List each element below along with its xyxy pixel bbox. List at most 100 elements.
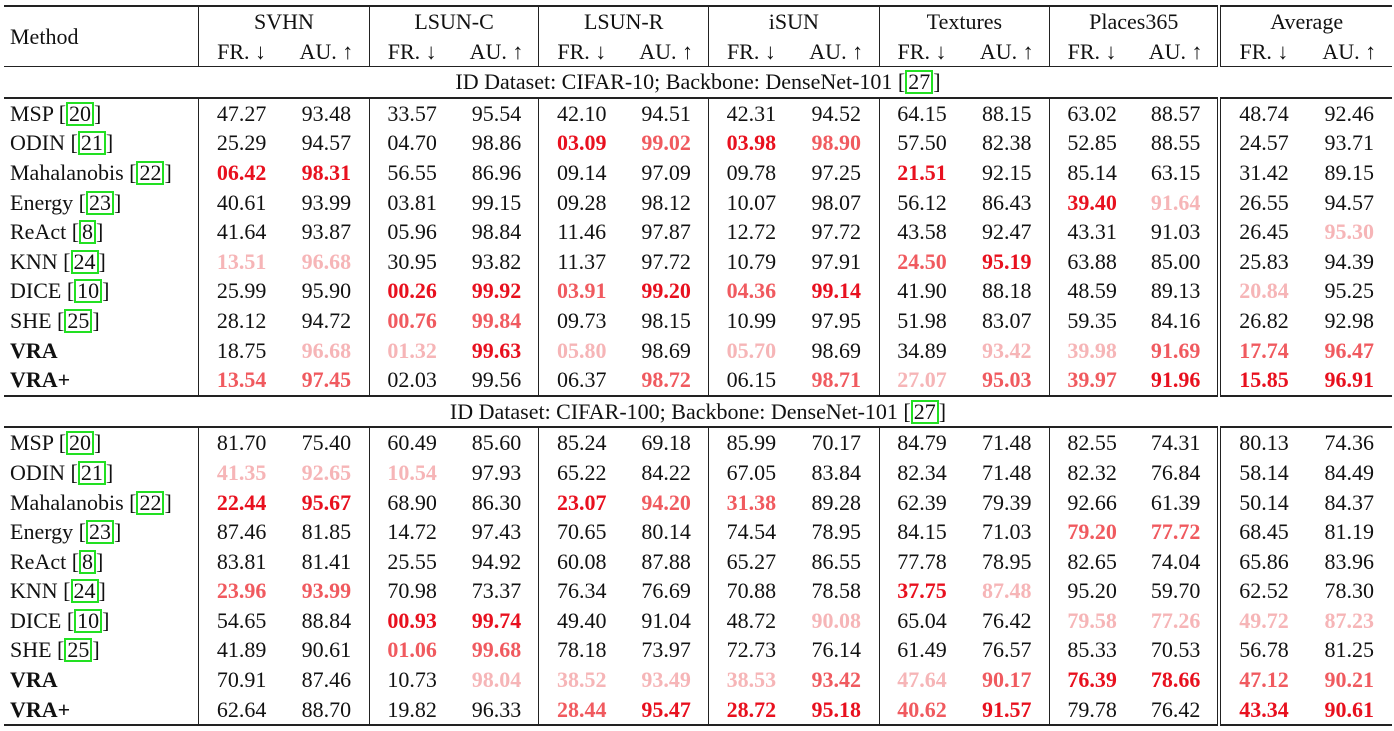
citation-link[interactable]: 22 [136, 160, 165, 185]
method-name: VRA+ [10, 696, 71, 722]
fpr-value: 79.78 [1049, 694, 1134, 727]
fpr-value: 80.13 [1239, 430, 1289, 456]
citation-bracket: ] [113, 189, 122, 215]
fpr-value: 81.70 [216, 430, 267, 456]
auroc-value: 93.48 [283, 97, 370, 129]
fpr-value: 06.15 [708, 365, 794, 397]
fpr-value: 70.91 [216, 667, 267, 693]
section-header-row: ID Dataset: CIFAR-100; Backbone: DenseNe… [4, 395, 1392, 429]
fpr-value: 09.73 [557, 307, 607, 333]
fpr-value: 38.53 [726, 667, 777, 693]
fpr-value: 82.34 [897, 459, 947, 485]
fpr-value: 68.90 [387, 489, 437, 515]
fpr-value: 65.22 [557, 459, 607, 485]
auroc-value: 98.07 [793, 187, 880, 218]
fpr-value: 04.36 [726, 278, 777, 304]
citation-link[interactable]: 20 [66, 431, 95, 456]
auroc-value: 59.70 [1133, 576, 1222, 606]
section-title-text: ID Dataset: CIFAR-100; Backbone: DenseNe… [449, 398, 911, 424]
fpr-value: 85.33 [1067, 637, 1117, 663]
fpr-value: 03.98 [726, 130, 777, 156]
method-cell: ReAct [8] [4, 546, 200, 577]
auroc-value: 87.48 [964, 576, 1051, 606]
auroc-value: 98.12 [624, 187, 710, 218]
fpr-value: 09.14 [557, 159, 607, 185]
auroc-value: 96.91 [1306, 365, 1392, 397]
fpr-value: 78.18 [557, 637, 607, 663]
auroc-value: 86.96 [454, 157, 540, 188]
fpr-value: 23.07 [557, 489, 607, 515]
citation-link[interactable]: 27 [905, 70, 934, 95]
auroc-value: 98.71 [793, 365, 880, 397]
auroc-value: 96.68 [283, 246, 370, 277]
method-name: Mahalanobis [ [10, 159, 137, 185]
citation-bracket: ] [105, 130, 114, 156]
auroc-value: 92.98 [1324, 307, 1375, 333]
fpr-value: 61.49 [897, 637, 947, 663]
method-name: ODIN [ [10, 459, 78, 485]
citation-link[interactable]: 22 [136, 490, 165, 515]
auroc-value: 93.49 [624, 665, 710, 695]
auroc-value: 94.52 [793, 97, 880, 129]
fpr-value: 62.52 [1239, 578, 1289, 604]
fpr-value: 34.89 [897, 337, 947, 363]
auroc-value: 80.14 [624, 517, 710, 547]
auroc-value: 90.17 [964, 665, 1051, 695]
auroc-value: 81.85 [283, 517, 370, 547]
auroc-value: 89.13 [1133, 276, 1222, 306]
citation-link[interactable]: 23 [85, 520, 114, 545]
auroc-value: 79.39 [964, 487, 1051, 518]
citation-link[interactable]: 24 [70, 249, 99, 274]
fpr-header-places365: FR. ↓ [1049, 36, 1134, 68]
fpr-value: 31.42 [1239, 159, 1289, 185]
fpr-value: 26.55 [1239, 189, 1289, 215]
section-title: ID Dataset: CIFAR-10; Backbone: DenseNet… [4, 66, 1392, 99]
citation-link[interactable]: 21 [77, 460, 106, 485]
auroc-value: 74.31 [1133, 427, 1222, 458]
section-title-suffix: ] [938, 398, 947, 424]
method-cell: ReAct [8] [4, 217, 200, 247]
citation-bracket: ] [96, 219, 104, 245]
citation-link[interactable]: 23 [85, 190, 114, 215]
auroc-value: 63.15 [1133, 157, 1222, 188]
table-row: VRA+ 62.64 88.70 19.82 96.33 28.44 95.47 28.72 9… [4, 694, 1392, 727]
auroc-value: 93.42 [793, 665, 880, 695]
auroc-value: 97.25 [793, 157, 880, 188]
auroc-value: 95.25 [1324, 278, 1375, 304]
auroc-value: 95.90 [283, 276, 370, 306]
citation-link[interactable]: 24 [70, 579, 99, 604]
auroc-value: 90.21 [1324, 667, 1375, 693]
auroc-value: 94.57 [1324, 189, 1375, 215]
citation-link[interactable]: 25 [64, 638, 93, 663]
auroc-value: 89.28 [793, 487, 880, 518]
fpr-value: 00.26 [387, 278, 437, 304]
method-cell: MSP [20] [4, 97, 200, 129]
fpr-value: 14.72 [387, 519, 437, 545]
auroc-value: 93.99 [283, 576, 370, 606]
citation-bracket: ] [102, 278, 110, 304]
citation-link[interactable]: 8 [79, 549, 97, 574]
citation-link[interactable]: 10 [74, 608, 103, 633]
fpr-value: 41.64 [216, 219, 267, 245]
fpr-value: 39.97 [1049, 365, 1134, 397]
method-cell: VRA [4, 665, 200, 695]
citation-link[interactable]: 25 [64, 308, 93, 333]
citation-link[interactable]: 27 [910, 399, 939, 424]
fpr-value: 13.51 [216, 248, 267, 274]
table-row: Energy [23] 40.61 93.99 03.81 99.15 09.28 98.1… [4, 187, 1392, 218]
fpr-value: 41.35 [216, 459, 267, 485]
auroc-value: 71.48 [964, 427, 1051, 458]
citation-link[interactable]: 20 [66, 101, 95, 126]
table-row: VRA 18.75 96.68 01.32 99.63 05.80 98.69 05.70 98… [4, 335, 1392, 366]
citation-link[interactable]: 21 [77, 131, 106, 156]
auroc-value: 95.18 [793, 694, 880, 727]
citation-bracket: ] [92, 637, 100, 663]
method-name: ReAct [ [10, 219, 80, 245]
fpr-value: 64.15 [897, 100, 947, 126]
citation-link[interactable]: 10 [74, 279, 103, 304]
citation-link[interactable]: 8 [79, 220, 97, 245]
fpr-header-textures: FR. ↓ [879, 36, 965, 68]
fpr-value: 79.20 [1067, 519, 1117, 545]
citation-bracket: ] [96, 548, 104, 574]
fpr-value: 28.12 [216, 307, 267, 333]
